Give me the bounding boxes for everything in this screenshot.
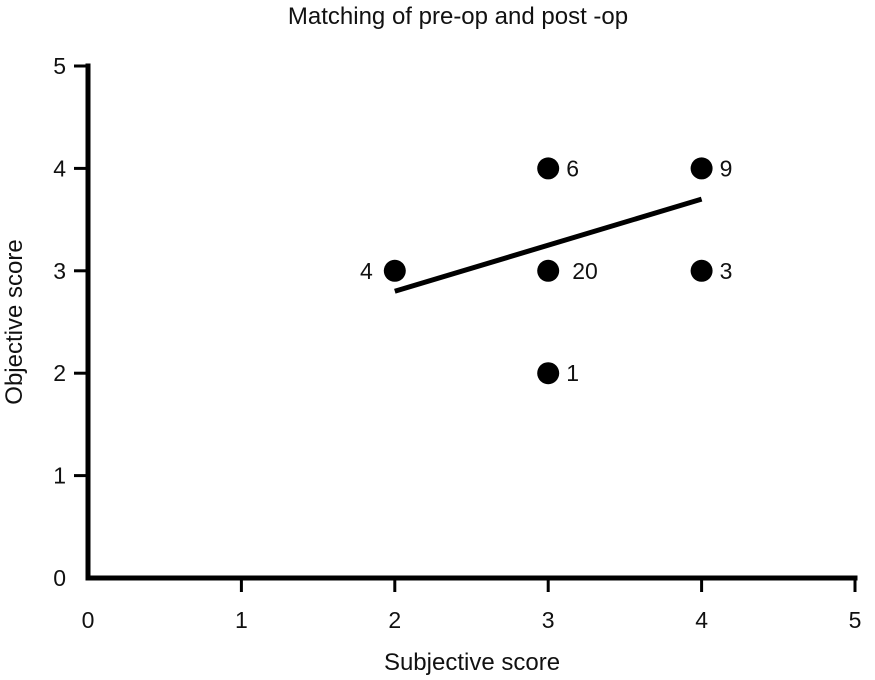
y-tick-label: 3 [53, 258, 66, 284]
data-label: 9 [720, 155, 733, 181]
y-tick-label: 5 [53, 53, 66, 79]
y-axis-title: Objective score [1, 239, 28, 404]
data-label: 4 [360, 258, 373, 284]
x-tick-label: 2 [388, 607, 401, 633]
data-point [537, 157, 560, 180]
data-label: 6 [566, 155, 579, 181]
chart-title: Matching of pre-op and post -op [288, 3, 628, 30]
data-label: 20 [572, 258, 598, 284]
x-tick-label: 1 [235, 607, 248, 633]
data-label: 3 [720, 258, 733, 284]
y-tick-label: 0 [53, 565, 66, 591]
data-point [537, 259, 560, 282]
x-axis-title: Subjective score [384, 649, 560, 676]
y-tick-label: 1 [53, 463, 66, 489]
data-point [690, 259, 713, 282]
y-tick-label: 2 [53, 360, 66, 386]
data-point [383, 259, 406, 282]
trend-line [394, 196, 703, 294]
y-tick-label: 4 [53, 155, 66, 181]
x-tick-label: 3 [542, 607, 555, 633]
x-tick-label: 0 [82, 607, 95, 633]
data-label: 1 [566, 360, 579, 386]
x-tick-label: 4 [695, 607, 708, 633]
x-tick-label: 5 [849, 607, 862, 633]
data-point [690, 157, 713, 180]
data-point [537, 362, 560, 385]
